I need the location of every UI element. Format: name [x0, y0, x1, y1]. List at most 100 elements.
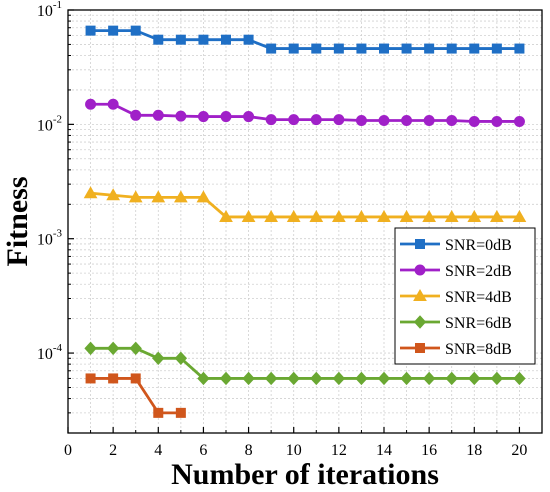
series-4	[85, 373, 186, 418]
y-tick-label: 10-2	[37, 113, 62, 134]
data-point	[174, 351, 188, 366]
series-0	[85, 25, 525, 54]
y-tick-base: 10	[37, 232, 53, 249]
x-axis-label: Number of iterations	[171, 458, 439, 491]
data-point	[152, 109, 164, 121]
data-point	[401, 115, 413, 127]
data-point	[422, 209, 437, 222]
data-point	[130, 373, 141, 384]
series-layer	[83, 25, 527, 418]
data-point	[512, 209, 527, 222]
legend-marker	[413, 288, 427, 301]
data-point	[468, 115, 480, 127]
legend-entry: SNR=2dB	[400, 263, 512, 280]
x-tick-label: 8	[245, 442, 253, 459]
data-point	[378, 115, 390, 127]
data-point	[85, 25, 96, 36]
data-point	[85, 98, 97, 110]
data-point	[85, 373, 96, 384]
data-point	[108, 25, 119, 36]
y-tick-exponent: -4	[53, 342, 63, 354]
data-point	[219, 209, 233, 222]
data-point	[107, 98, 119, 110]
y-tick-base: 10	[37, 346, 53, 363]
data-point	[220, 111, 232, 123]
data-point	[310, 371, 323, 386]
x-tick-label: 10	[286, 442, 302, 459]
x-tick-label: 18	[466, 442, 482, 459]
data-point	[468, 371, 481, 386]
data-point	[333, 114, 345, 126]
data-point	[286, 209, 301, 222]
x-tick-label: 20	[511, 442, 527, 459]
y-tick-label: 10-4	[37, 342, 63, 363]
data-point	[287, 371, 300, 386]
data-point	[446, 115, 458, 127]
data-point	[264, 209, 279, 222]
x-tick-label: 4	[154, 442, 162, 459]
legend-label: SNR=0dB	[445, 237, 512, 254]
data-point	[422, 371, 436, 386]
data-point	[84, 341, 97, 356]
legend-marker	[415, 239, 425, 249]
series-3	[84, 341, 526, 386]
data-point	[332, 371, 346, 386]
data-point	[309, 209, 324, 222]
legend-label: SNR=4dB	[445, 289, 512, 306]
data-point	[355, 115, 367, 127]
data-point	[288, 114, 300, 126]
y-axis-label: Fitness	[1, 177, 34, 267]
y-tick-label: 10-3	[37, 228, 63, 249]
data-point	[401, 43, 412, 54]
y-tick-exponent: -2	[53, 113, 62, 125]
y-tick-base: 10	[37, 3, 53, 20]
data-point	[491, 115, 503, 127]
data-point	[491, 43, 502, 54]
data-point	[198, 34, 209, 45]
data-point	[242, 371, 255, 386]
data-point	[354, 209, 369, 222]
data-point	[241, 209, 256, 222]
y-tick-base: 10	[37, 117, 53, 134]
data-point	[108, 373, 119, 384]
data-point	[423, 115, 435, 127]
data-point	[444, 209, 459, 222]
legend-entry: SNR=0dB	[400, 237, 512, 254]
data-point	[130, 109, 142, 121]
data-point	[130, 25, 141, 36]
y-tick-exponent: -3	[53, 228, 63, 240]
data-point	[83, 186, 98, 199]
data-point	[153, 407, 164, 418]
legend: SNR=0dB SNR=2dB SNR=4dB SNR=6dB SNR=8dB	[394, 227, 536, 365]
data-point	[153, 34, 164, 45]
data-point	[514, 43, 525, 54]
x-tick-label: 16	[421, 442, 437, 459]
data-point	[175, 34, 186, 45]
data-point	[379, 43, 389, 54]
legend-marker	[413, 315, 427, 329]
x-tick-label: 6	[199, 442, 207, 459]
x-tick-label: 0	[64, 442, 72, 459]
legend-label: SNR=2dB	[445, 263, 512, 280]
data-point	[243, 111, 255, 123]
data-point	[377, 209, 391, 222]
data-point	[264, 371, 278, 386]
data-point	[469, 43, 480, 54]
data-point	[467, 209, 482, 222]
data-point	[356, 43, 367, 54]
data-point	[377, 371, 391, 386]
data-point	[129, 341, 142, 356]
data-point	[128, 190, 143, 203]
data-point	[424, 43, 435, 54]
plot-frame	[67, 9, 543, 434]
data-point	[106, 188, 121, 201]
data-point	[221, 34, 231, 45]
data-point	[197, 111, 209, 123]
x-tick-label: 2	[109, 442, 117, 459]
data-point	[446, 43, 457, 54]
data-point	[288, 43, 299, 54]
data-point	[513, 115, 525, 127]
data-point	[243, 34, 254, 45]
